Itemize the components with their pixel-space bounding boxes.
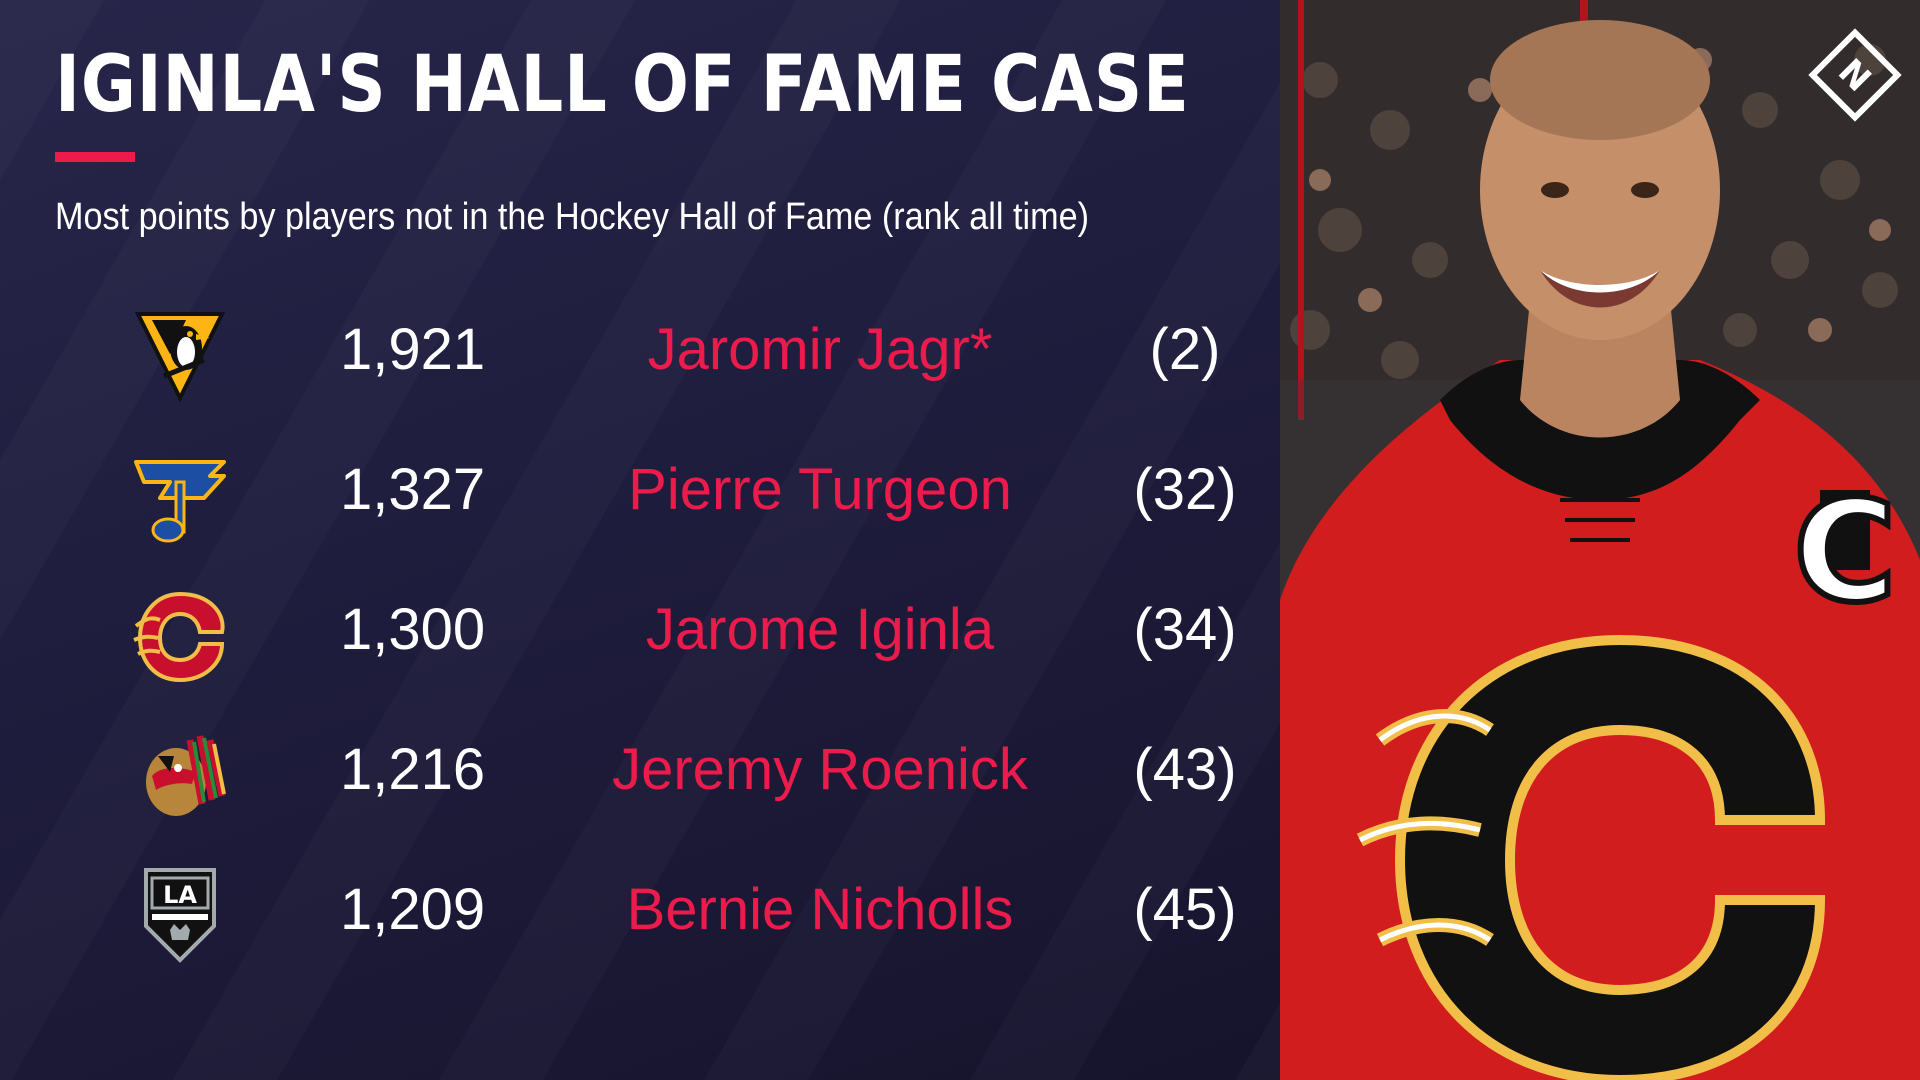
player-row: 1,327 Pierre Turgeon (32) bbox=[0, 430, 1280, 550]
all-time-rank: (43) bbox=[1133, 737, 1237, 802]
player-photo: C N bbox=[1280, 0, 1920, 1080]
title-accent-bar bbox=[55, 152, 135, 162]
svg-text:LA: LA bbox=[163, 881, 197, 909]
all-time-rank: (2) bbox=[1149, 317, 1221, 382]
player-name: Pierre Turgeon bbox=[628, 457, 1012, 522]
captain-letter: C bbox=[1794, 471, 1897, 634]
points-value: 1,300 bbox=[340, 597, 486, 662]
points-value: 1,209 bbox=[340, 877, 486, 942]
calgary-flames-logo-icon bbox=[128, 586, 232, 686]
player-row: 1,216 Jeremy Roenick (43) bbox=[0, 710, 1280, 830]
subtitle: Most points by players not in the Hockey… bbox=[55, 196, 1090, 238]
player-row: 1,300 Jarome Iginla (34) bbox=[0, 570, 1280, 690]
player-row: LA 1,209 Bernie Nicholls (45) bbox=[0, 850, 1280, 970]
st-louis-blues-logo-icon bbox=[128, 446, 232, 546]
player-name: Jeremy Roenick bbox=[612, 737, 1028, 802]
player-name: Bernie Nicholls bbox=[626, 877, 1014, 942]
los-angeles-kings-logo-icon: LA bbox=[128, 866, 232, 966]
infographic-panel: IGINLA'S HALL OF FAME CASE Most points b… bbox=[0, 0, 1280, 1080]
all-time-rank: (34) bbox=[1133, 597, 1237, 662]
chicago-blackhawks-logo-icon bbox=[128, 726, 232, 826]
all-time-rank: (32) bbox=[1133, 457, 1237, 522]
points-value: 1,327 bbox=[340, 457, 486, 522]
all-time-rank: (45) bbox=[1133, 877, 1237, 942]
player-row: 1,921 Jaromir Jagr* (2) bbox=[0, 290, 1280, 410]
player-name: Jaromir Jagr* bbox=[647, 317, 993, 382]
player-name: Jarome Iginla bbox=[645, 597, 995, 662]
page-title: IGINLA'S HALL OF FAME CASE bbox=[55, 40, 1190, 130]
player-photo-illustration: C N bbox=[1280, 0, 1920, 1080]
pittsburgh-penguins-logo-icon bbox=[128, 306, 232, 406]
points-value: 1,216 bbox=[340, 737, 486, 802]
points-value: 1,921 bbox=[340, 317, 486, 382]
